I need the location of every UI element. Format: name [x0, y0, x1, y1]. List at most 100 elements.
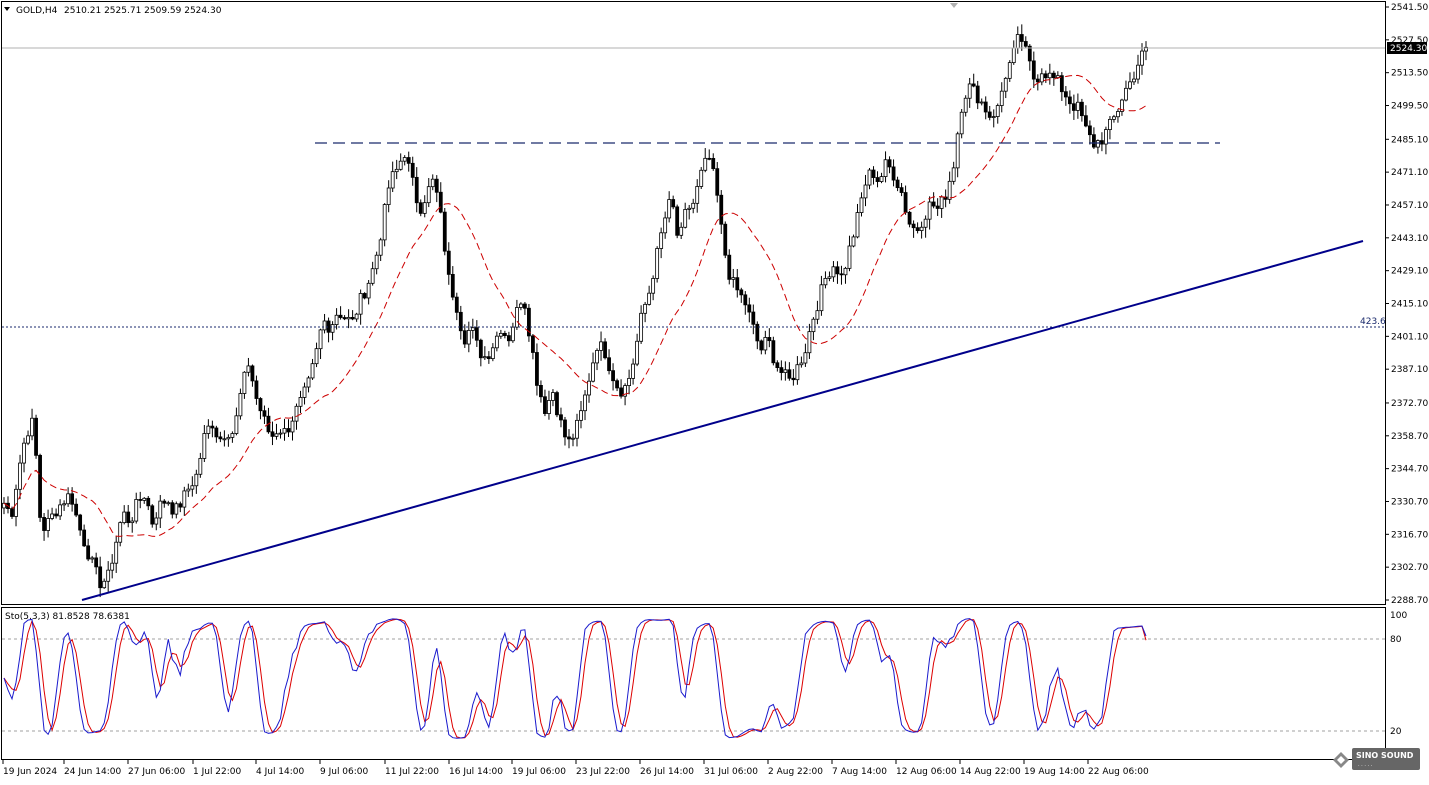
candle-body	[1023, 41, 1028, 47]
stoch-panel-frame	[1, 607, 1386, 760]
candle-body	[775, 362, 780, 368]
candle-body	[823, 277, 828, 286]
candle-body	[1011, 47, 1016, 64]
candle-body	[366, 282, 371, 299]
candle-body	[847, 245, 852, 269]
trendline[interactable]	[81, 240, 1364, 601]
candle-body	[334, 314, 339, 326]
candle-body	[755, 323, 760, 342]
shift-marker-icon[interactable]	[950, 3, 958, 8]
candle-body	[743, 294, 748, 306]
candle-body	[162, 500, 167, 504]
candle-body	[30, 417, 34, 437]
watermark-plate	[1352, 748, 1420, 770]
candle-body	[795, 364, 800, 381]
candle-body	[1120, 99, 1124, 112]
candle-body	[787, 369, 792, 379]
candle-body	[486, 356, 491, 360]
candle-body	[270, 431, 275, 437]
price-tick-label: 2288.70	[1391, 596, 1428, 606]
candle-body	[314, 348, 319, 365]
candle-body	[771, 340, 776, 364]
price-tick-label: 2387.10	[1391, 365, 1428, 375]
candle-body	[434, 178, 439, 193]
price-tick-label: 2344.70	[1391, 465, 1428, 475]
candle-body	[759, 340, 764, 351]
candle-body	[1112, 116, 1116, 120]
candle-body	[438, 191, 443, 213]
candle-body	[418, 202, 423, 214]
candle-body	[855, 212, 860, 238]
candle-body	[587, 380, 591, 396]
candle-body	[875, 177, 880, 182]
candle-body	[186, 488, 191, 492]
candle-body	[374, 254, 379, 270]
candle-body	[414, 176, 419, 204]
candle-body	[234, 415, 239, 434]
candle-body	[1108, 118, 1112, 130]
time-label: 19 Jul 06:00	[512, 767, 566, 777]
time-label: 23 Jul 22:00	[576, 767, 630, 777]
candle-body	[170, 502, 175, 515]
main-panel-frame	[1, 1, 1386, 605]
stoch-tick-80: 80	[1390, 635, 1402, 645]
candle-body	[494, 335, 499, 349]
dropdown-triangle-icon[interactable]	[4, 7, 10, 11]
candle-body	[106, 569, 111, 582]
price-tick-label: 2316.70	[1391, 530, 1428, 540]
candle-body	[839, 273, 844, 276]
time-label: 16 Jul 14:00	[449, 767, 503, 777]
candle-body	[723, 223, 728, 256]
diamond-logo-inner-icon	[1337, 756, 1345, 764]
candle-body	[146, 497, 151, 507]
candle-body	[715, 168, 720, 196]
price-tick-label: 2485.10	[1391, 135, 1428, 145]
candle-body	[983, 101, 988, 113]
candle-body	[426, 186, 431, 204]
time-label: 24 Jun 14:00	[64, 767, 121, 777]
candle-body	[931, 201, 936, 207]
price-tick-label: 2527.50	[1391, 36, 1428, 46]
candle-body	[567, 436, 571, 440]
candle-body	[462, 330, 467, 345]
candle-body	[1124, 87, 1128, 101]
candle-body	[1059, 75, 1064, 93]
candle-body	[779, 367, 784, 373]
stoch-tick-20: 20	[1390, 727, 1402, 737]
candle-body	[1031, 60, 1036, 80]
candle-body	[519, 303, 523, 308]
price-axis: 2541.50 2527.50 2513.50 2499.50 2485.10 2471.…	[1385, 3, 1428, 606]
candle-body	[879, 176, 884, 182]
candle-body	[635, 340, 640, 365]
candle-body	[318, 329, 323, 350]
candle-body	[559, 414, 563, 421]
candle-body	[322, 320, 327, 331]
candle-body	[523, 303, 527, 309]
candle-body	[490, 347, 495, 360]
candle-body	[959, 111, 964, 135]
candle-body	[110, 562, 115, 571]
candle-body	[378, 239, 383, 256]
candle-body	[547, 400, 551, 414]
candle-body	[887, 159, 892, 168]
candle-body	[482, 356, 487, 359]
candle-body	[1116, 111, 1120, 118]
candle-body	[1128, 81, 1132, 89]
candle-body	[891, 166, 896, 181]
candle-body	[34, 417, 38, 456]
candle-body	[354, 313, 359, 320]
candle-body	[999, 90, 1004, 106]
candle-body	[611, 370, 615, 382]
candle-body	[615, 380, 619, 389]
candle-body	[398, 160, 403, 170]
candle-body	[230, 433, 235, 438]
symbol-label: GOLD,H4	[16, 6, 58, 16]
candle-body	[739, 289, 744, 296]
candle-body	[254, 380, 259, 399]
candle-body	[735, 277, 740, 291]
candle-body	[667, 199, 672, 219]
candle-body	[707, 157, 712, 160]
candle-body	[675, 206, 680, 236]
candle-body	[470, 327, 475, 331]
candle-body	[78, 514, 83, 531]
